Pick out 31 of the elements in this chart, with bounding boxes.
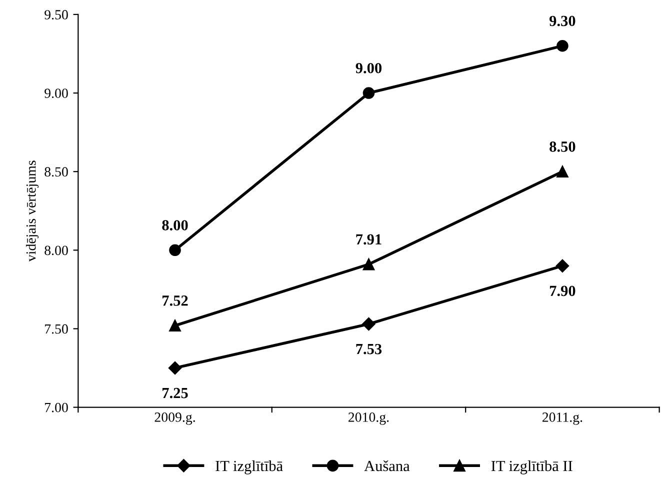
y-tick-label: 8.50: [44, 167, 68, 177]
y-tick-label: 8.00: [44, 246, 68, 256]
y-tick-label: 9.50: [44, 10, 68, 20]
point: [169, 320, 181, 332]
point: [362, 317, 376, 331]
point: [362, 87, 375, 99]
x-tick-label: 2009.g.: [154, 412, 195, 425]
point: [362, 258, 375, 270]
data-label: 7.25: [162, 388, 188, 398]
y-tick-label: 9.00: [44, 88, 68, 98]
data-label: 7.91: [356, 234, 382, 245]
x-tick-label: 2010.g.: [348, 412, 389, 425]
y-tick-label: 7.00: [45, 402, 68, 412]
data-label: 7.52: [162, 296, 188, 306]
x-tick-label: 2011.g.: [542, 412, 582, 425]
legend-label: IT izglītībā: [216, 460, 283, 474]
point: [556, 40, 568, 52]
legend-label: IT izglītībā II: [491, 460, 572, 474]
data-label: 9.30: [550, 16, 576, 26]
data-label: 8.50: [550, 142, 576, 152]
data-label: 8.00: [162, 220, 188, 230]
data-label: 7.90: [550, 286, 576, 296]
data-label: 9.00: [356, 62, 382, 74]
point: [556, 259, 570, 272]
y-axis-title: vidējais vērtējums: [26, 160, 39, 262]
legend-label: Aušana: [364, 460, 410, 472]
point: [556, 166, 568, 178]
point: [168, 361, 182, 375]
y-tick-label: 7.50: [45, 324, 68, 334]
point: [169, 244, 181, 256]
data-label: 7.53: [356, 344, 382, 354]
